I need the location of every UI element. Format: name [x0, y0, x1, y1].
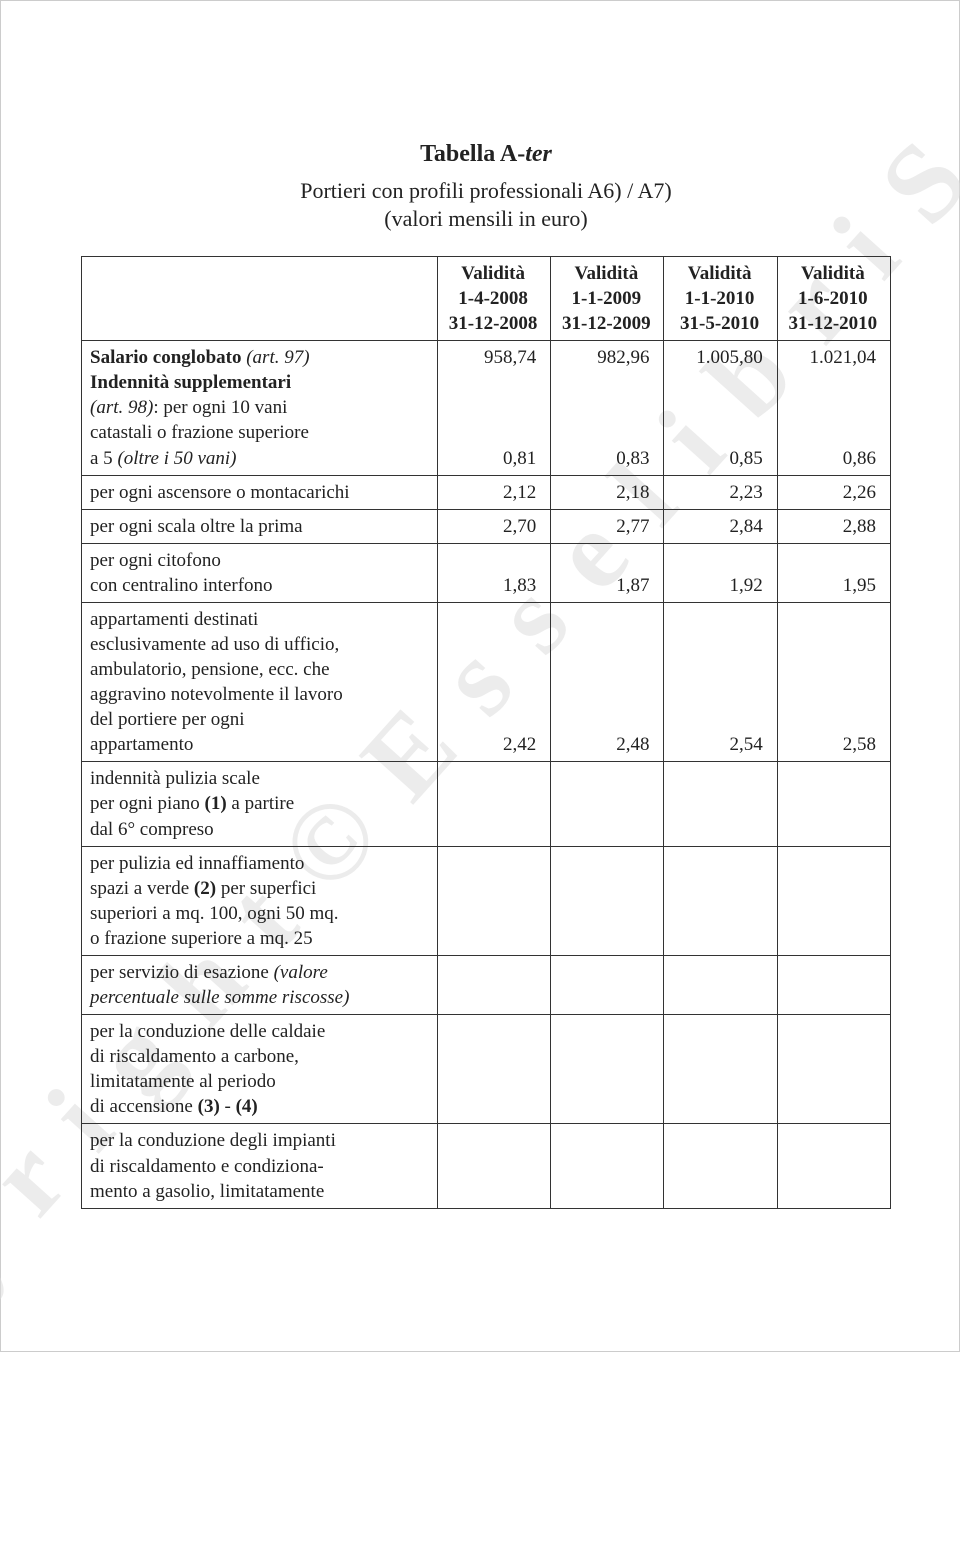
table-row: per ogni citofonocon centralino interfon…	[82, 543, 891, 602]
content: Tabella A-ter Portieri con profili profe…	[81, 141, 891, 1209]
table-row: indennità pulizia scaleper ogni piano (1…	[82, 762, 891, 846]
subtitle-line-1: Portieri con profili professionali A6) /…	[81, 178, 891, 204]
row-description: Salario conglobato (art. 97)Indennità su…	[82, 341, 438, 475]
hdr-l: Validità	[672, 261, 766, 286]
row-value: 1,95	[777, 543, 890, 602]
row-value: 2,58	[777, 602, 890, 761]
row-value: 2,70	[437, 509, 550, 543]
row-value	[777, 846, 890, 955]
row-value: 2,77	[551, 509, 664, 543]
table-row: Salario conglobato (art. 97)Indennità su…	[82, 341, 891, 475]
hdr-l: 1-6-2010	[786, 286, 880, 311]
row-value: 2,12	[437, 475, 550, 509]
table-row: per pulizia ed innaffiamentospazi a verd…	[82, 846, 891, 955]
row-value	[551, 955, 664, 1014]
row-value: 2,88	[777, 509, 890, 543]
row-value: 2,18	[551, 475, 664, 509]
row-value	[551, 846, 664, 955]
row-value: 2,84	[664, 509, 777, 543]
row-value	[777, 762, 890, 846]
hdr-l: 1-1-2009	[559, 286, 653, 311]
row-value	[437, 955, 550, 1014]
row-value: 1,83	[437, 543, 550, 602]
header-col-4: Validità 1-6-2010 31-12-2010	[777, 257, 890, 341]
table-row: per ogni scala oltre la prima2,702,772,8…	[82, 509, 891, 543]
hdr-l: 1-1-2010	[672, 286, 766, 311]
row-description: per pulizia ed innaffiamentospazi a verd…	[82, 846, 438, 955]
row-value	[437, 762, 550, 846]
row-value	[437, 1015, 550, 1124]
header-empty	[82, 257, 438, 341]
hdr-l: Validità	[446, 261, 540, 286]
row-description: per ogni ascensore o montacarichi	[82, 475, 438, 509]
table-row: per la conduzione delle caldaiedi riscal…	[82, 1015, 891, 1124]
row-value: 2,23	[664, 475, 777, 509]
subtitle-line-2: (valori mensili in euro)	[81, 206, 891, 232]
header-col-3: Validità 1-1-2010 31-5-2010	[664, 257, 777, 341]
row-description: per ogni citofonocon centralino interfon…	[82, 543, 438, 602]
table-head: Validità 1-4-2008 31-12-2008 Validità 1-…	[82, 257, 891, 341]
hdr-l: Validità	[559, 261, 653, 286]
row-value	[664, 1124, 777, 1208]
title-ter: ter	[525, 141, 552, 167]
row-value: 1.005,800,85	[664, 341, 777, 475]
header-col-2: Validità 1-1-2009 31-12-2009	[551, 257, 664, 341]
row-value: 958,740,81	[437, 341, 550, 475]
row-value: 1,87	[551, 543, 664, 602]
row-value: 982,960,83	[551, 341, 664, 475]
table-row: appartamenti destinatiesclusivamente ad …	[82, 602, 891, 761]
table-header-row: Validità 1-4-2008 31-12-2008 Validità 1-…	[82, 257, 891, 341]
hdr-l: 31-12-2010	[786, 311, 880, 336]
hdr-l: Validità	[786, 261, 880, 286]
row-value: 2,48	[551, 602, 664, 761]
row-value: 2,26	[777, 475, 890, 509]
table-body: Salario conglobato (art. 97)Indennità su…	[82, 341, 891, 1208]
row-value	[777, 1015, 890, 1124]
row-description: per la conduzione degli impiantidi risca…	[82, 1124, 438, 1208]
table-row: per la conduzione degli impiantidi risca…	[82, 1124, 891, 1208]
row-value: 2,42	[437, 602, 550, 761]
row-description: appartamenti destinatiesclusivamente ad …	[82, 602, 438, 761]
row-value	[777, 955, 890, 1014]
row-value	[551, 1015, 664, 1124]
row-value: 1,92	[664, 543, 777, 602]
row-value: 1.021,040,86	[777, 341, 890, 475]
row-description: per la conduzione delle caldaiedi riscal…	[82, 1015, 438, 1124]
row-description: indennità pulizia scaleper ogni piano (1…	[82, 762, 438, 846]
hdr-l: 31-12-2009	[559, 311, 653, 336]
table-title: Tabella A-ter	[81, 141, 891, 168]
row-value	[551, 762, 664, 846]
row-value	[664, 1015, 777, 1124]
row-value	[437, 846, 550, 955]
hdr-l: 31-12-2008	[446, 311, 540, 336]
salary-table: Validità 1-4-2008 31-12-2008 Validità 1-…	[81, 256, 891, 1209]
row-value	[437, 1124, 550, 1208]
row-description: per servizio di esazione (valorepercentu…	[82, 955, 438, 1014]
table-row: per ogni ascensore o montacarichi2,122,1…	[82, 475, 891, 509]
header-col-1: Validità 1-4-2008 31-12-2008	[437, 257, 550, 341]
row-value	[664, 846, 777, 955]
row-description: per ogni scala oltre la prima	[82, 509, 438, 543]
row-value	[664, 762, 777, 846]
hdr-l: 31-5-2010	[672, 311, 766, 336]
document-page: C o p y r i g h t © E s s e l i b r i S …	[0, 0, 960, 1352]
title-main: Tabella A-	[420, 141, 525, 167]
hdr-l: 1-4-2008	[446, 286, 540, 311]
table-row: per servizio di esazione (valorepercentu…	[82, 955, 891, 1014]
row-value: 2,54	[664, 602, 777, 761]
row-value	[664, 955, 777, 1014]
row-value	[777, 1124, 890, 1208]
row-value	[551, 1124, 664, 1208]
